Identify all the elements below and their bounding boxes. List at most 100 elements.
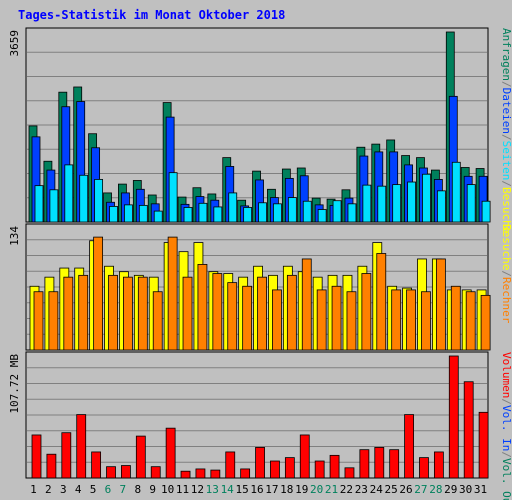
bar-rechner-day-13 [212, 273, 223, 351]
bar-volumen-day-16 [255, 447, 265, 479]
bar-volumen-day-1 [31, 434, 42, 479]
legend-separator: / [500, 134, 512, 141]
legend-separator: / [500, 451, 512, 458]
bar-volumen-day-4 [76, 414, 87, 479]
legend-item: Volumen [500, 352, 512, 398]
bar-seiten-day-5 [94, 179, 104, 223]
y-max-label: 3659 [8, 30, 21, 57]
bar-volumen-day-27 [419, 457, 429, 479]
legend-item: Seiten [500, 141, 512, 181]
x-tick-label: 9 [149, 483, 156, 496]
legend-item: Besuche [500, 187, 512, 233]
bar-rechner-day-24 [376, 253, 387, 351]
legend-separator: / [500, 398, 512, 405]
bar-volumen-day-9 [150, 466, 161, 479]
bar-volumen-day-13 [210, 469, 221, 479]
bar-seiten-day-15 [243, 207, 253, 223]
bar-rechner-day-27 [421, 291, 431, 351]
bar-rechner-day-3 [63, 276, 74, 351]
bar-seiten-day-17 [273, 203, 282, 223]
bar-rechner-day-9 [152, 291, 163, 351]
bar-rechner-day-15 [242, 285, 253, 351]
bar-rechner-day-1 [33, 291, 44, 351]
x-tick-label: 19 [295, 483, 308, 496]
x-axis: 1 2 3 4 5 6 7 8 9 10 11 12 13 14 15 16 17 18 19 20 21 22 23 24 2… [30, 483, 487, 496]
legend-item: Vol. In [500, 405, 512, 451]
bar-volumen-day-23 [359, 449, 370, 479]
x-tick-label: 27 [414, 483, 427, 496]
bar-rechner-day-11 [182, 276, 193, 351]
x-tick-label: 7 [120, 483, 127, 496]
legend-item: Dateien [500, 88, 512, 134]
bar-rechner-day-18 [286, 274, 297, 351]
bar-volumen-day-11 [180, 470, 191, 479]
bar-seiten-day-21 [332, 200, 342, 223]
bar-seiten-day-31 [481, 200, 491, 223]
bar-seiten-day-27 [422, 173, 431, 223]
x-tick-label: 4 [75, 483, 82, 496]
x-tick-label: 28 [429, 483, 442, 496]
x-tick-label: 22 [340, 483, 353, 496]
bar-volumen-day-19 [299, 434, 310, 479]
bar-seiten-day-25 [392, 184, 402, 223]
bar-seiten-day-1 [34, 185, 44, 223]
x-tick-label: 14 [221, 483, 235, 496]
bar-rechner-day-31 [480, 294, 491, 351]
bar-seiten-day-29 [451, 161, 461, 223]
legend-item: Vol. Out [500, 458, 512, 500]
chart-panel-1: 3659 Anfragen/Dateien/Seiten/Besuche [8, 27, 512, 233]
bar-rechner-day-10 [167, 236, 178, 351]
bar-volumen-day-2 [46, 453, 57, 479]
bar-volumen-day-26 [404, 414, 414, 479]
y-max-label: 107.72 MB [8, 354, 21, 414]
bar-seiten-day-2 [49, 189, 59, 223]
bar-volumen-day-15 [240, 468, 251, 479]
bar-rechner-day-4 [78, 274, 89, 351]
bar-seiten-day-3 [64, 164, 74, 223]
bar-seiten-day-4 [79, 174, 89, 223]
bar-seiten-day-8 [138, 204, 148, 223]
bar-volumen-day-22 [344, 467, 355, 479]
legend-item: Besuche [500, 224, 512, 270]
x-tick-label: 6 [105, 483, 112, 496]
bar-seiten-day-16 [258, 202, 267, 223]
x-tick-label: 30 [459, 483, 472, 496]
x-tick-label: 16 [250, 483, 263, 496]
bar-volumen-day-10 [165, 427, 176, 479]
bar-volumen-day-31 [478, 411, 489, 479]
bar-rechner-day-14 [227, 282, 238, 351]
bar-volumen-day-29 [448, 355, 459, 479]
bar-rechner-day-29 [450, 285, 461, 351]
legend-item: Anfragen [500, 28, 512, 81]
bar-seiten-day-7 [124, 204, 133, 223]
bar-rechner-day-23 [361, 273, 372, 351]
bar-rechner-day-22 [346, 291, 357, 351]
bar-rechner-day-19 [301, 258, 312, 351]
legend: Anfragen/Dateien/Seiten/Besuche [500, 28, 512, 233]
chart-panel-3: 107.72 MB Volumen/Vol. In/Vol. Out [8, 351, 512, 500]
x-tick-label: 5 [90, 483, 97, 496]
x-tick-label: 26 [399, 483, 412, 496]
bar-volumen-day-25 [389, 449, 400, 479]
bar-seiten-day-23 [362, 184, 372, 223]
x-tick-label: 8 [134, 483, 141, 496]
bar-seiten-day-22 [347, 203, 357, 223]
bar-seiten-day-9 [153, 210, 163, 223]
bar-seiten-day-13 [213, 206, 223, 223]
bar-rechner-day-20 [316, 289, 327, 351]
bar-volumen-day-5 [91, 451, 102, 479]
legend-separator: / [500, 81, 512, 88]
x-tick-label: 23 [355, 483, 368, 496]
bar-rechner-day-26 [406, 289, 416, 351]
bar-rechner-day-21 [331, 285, 342, 351]
x-tick-label: 25 [385, 483, 398, 496]
bar-rechner-day-16 [257, 276, 267, 351]
legend-separator: / [500, 180, 512, 187]
bar-seiten-day-11 [183, 207, 193, 223]
bar-seiten-day-24 [377, 185, 387, 223]
bar-volumen-day-8 [135, 435, 146, 479]
bar-seiten-day-20 [317, 209, 327, 223]
x-tick-label: 15 [235, 483, 248, 496]
bar-volumen-day-21 [329, 454, 340, 479]
